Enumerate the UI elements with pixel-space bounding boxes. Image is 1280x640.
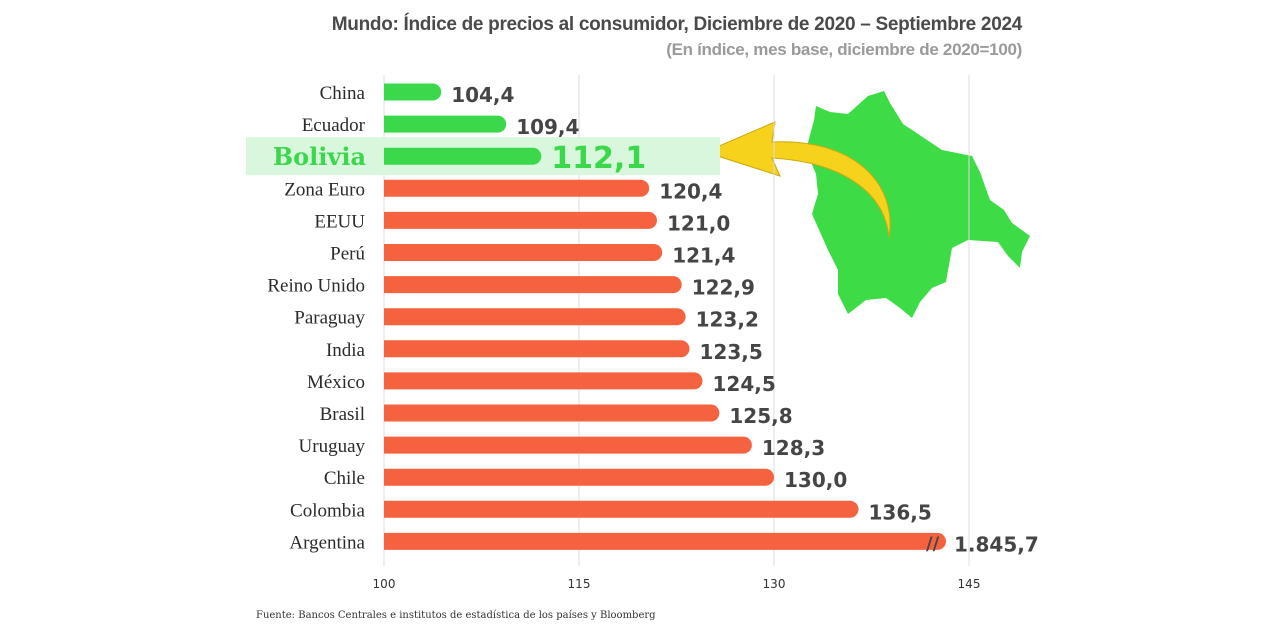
chart-subtitle: (En índice, mes base, diciembre de 2020=… xyxy=(666,40,1022,59)
value-label: 121,4 xyxy=(672,244,735,268)
bar-zona-euro xyxy=(384,179,650,197)
bar-brasil xyxy=(384,404,720,422)
value-label: 104,4 xyxy=(451,83,514,107)
value-label: 123,2 xyxy=(696,308,759,332)
bar-argentina xyxy=(384,532,946,550)
value-label: 124,5 xyxy=(713,372,776,396)
category-label: Chile xyxy=(324,468,365,489)
x-tick-label: 100 xyxy=(373,577,396,591)
x-axis-ticks: 100 115 130 145 xyxy=(373,577,981,591)
bar-perú xyxy=(384,244,663,261)
bar-paraguay xyxy=(384,308,686,326)
value-label: 136,5 xyxy=(869,500,932,524)
x-tick-label: 145 xyxy=(958,577,981,591)
category-label: Brasil xyxy=(320,404,365,425)
value-label: 130,0 xyxy=(784,468,847,492)
bar-uruguay xyxy=(384,436,752,454)
bolivia-map-decoration xyxy=(703,91,1030,318)
value-label: 109,4 xyxy=(516,115,579,139)
bar-bolivia xyxy=(384,147,542,165)
chart-title: Mundo: Índice de precios al consumidor, … xyxy=(331,14,1023,35)
category-label: Argentina xyxy=(289,532,365,553)
value-label: 123,5 xyxy=(700,340,763,364)
category-label: China xyxy=(320,83,366,104)
source-note: Fuente: Bancos Centrales e institutos de… xyxy=(256,610,656,621)
category-label: Perú xyxy=(330,244,365,265)
x-tick-label: 130 xyxy=(763,577,786,591)
category-label: Paraguay xyxy=(294,308,365,329)
value-label: 121,0 xyxy=(667,211,730,235)
value-label: 120,4 xyxy=(659,179,722,203)
bar-india xyxy=(384,340,690,358)
bar-reino-unido xyxy=(384,276,682,294)
category-label: EEUU xyxy=(314,211,365,232)
value-label: 122,9 xyxy=(692,276,755,300)
category-label: México xyxy=(307,372,365,393)
category-label: India xyxy=(326,340,366,361)
category-label: Uruguay xyxy=(299,436,366,457)
bar-méxico xyxy=(384,372,703,390)
bars xyxy=(384,83,946,550)
value-label: 125,8 xyxy=(729,404,792,428)
category-label: Zona Euro xyxy=(284,179,365,200)
bar-eeuu xyxy=(384,211,657,229)
bar-colombia xyxy=(384,500,859,518)
category-label: Bolivia xyxy=(273,142,366,171)
category-label: Reino Unido xyxy=(267,276,365,297)
value-label: 128,3 xyxy=(762,436,825,460)
bolivia-map-shape xyxy=(806,91,1030,318)
bar-ecuador xyxy=(384,115,507,133)
category-label: Colombia xyxy=(290,500,366,521)
yellow-arrow-icon xyxy=(703,121,891,239)
category-label: Ecuador xyxy=(302,115,366,136)
axis-break-marker: // xyxy=(926,533,940,554)
bar-chile xyxy=(384,468,774,486)
x-tick-label: 115 xyxy=(568,577,591,591)
value-label: 1.845,7 xyxy=(954,532,1039,556)
value-label: 112,1 xyxy=(551,141,646,176)
category-labels: China Ecuador Bolivia Zona Euro EEUU Perú Rein… xyxy=(267,83,366,553)
bar-china xyxy=(384,83,442,101)
